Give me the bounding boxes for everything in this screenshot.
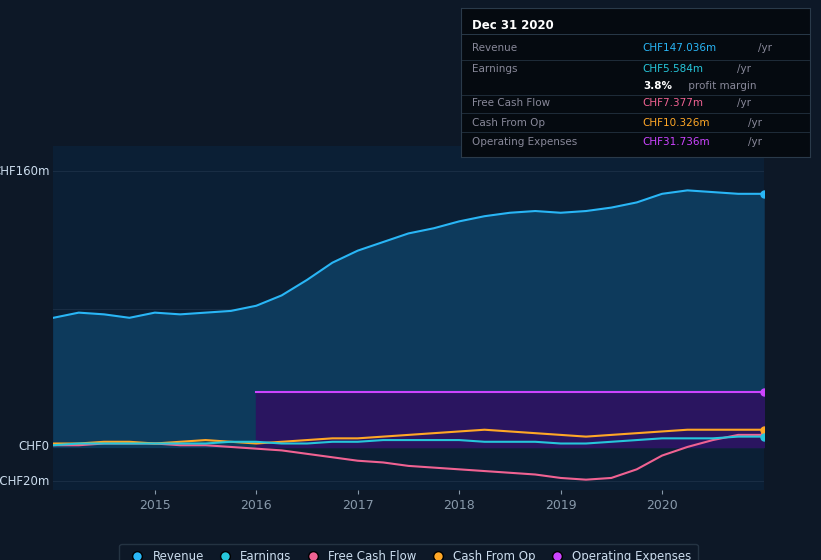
Text: CHF160m: CHF160m	[0, 165, 50, 178]
Text: profit margin: profit margin	[685, 81, 756, 91]
Text: /yr: /yr	[758, 44, 772, 53]
Text: /yr: /yr	[748, 118, 762, 128]
Text: Free Cash Flow: Free Cash Flow	[472, 99, 550, 109]
Text: CHF147.036m: CHF147.036m	[643, 44, 717, 53]
Text: -CHF20m: -CHF20m	[0, 475, 50, 488]
Text: CHF31.736m: CHF31.736m	[643, 137, 710, 147]
Text: Earnings: Earnings	[472, 63, 517, 73]
Text: Operating Expenses: Operating Expenses	[472, 137, 577, 147]
Text: Revenue: Revenue	[472, 44, 517, 53]
Text: /yr: /yr	[748, 137, 762, 147]
Text: 3.8%: 3.8%	[643, 81, 672, 91]
Text: /yr: /yr	[737, 63, 751, 73]
Text: CHF5.584m: CHF5.584m	[643, 63, 704, 73]
Text: CHF7.377m: CHF7.377m	[643, 99, 704, 109]
Text: CHF10.326m: CHF10.326m	[643, 118, 710, 128]
Text: CHF0: CHF0	[19, 441, 50, 454]
Text: Dec 31 2020: Dec 31 2020	[472, 19, 553, 32]
Legend: Revenue, Earnings, Free Cash Flow, Cash From Op, Operating Expenses: Revenue, Earnings, Free Cash Flow, Cash …	[119, 544, 698, 560]
Text: Cash From Op: Cash From Op	[472, 118, 545, 128]
Text: /yr: /yr	[737, 99, 751, 109]
